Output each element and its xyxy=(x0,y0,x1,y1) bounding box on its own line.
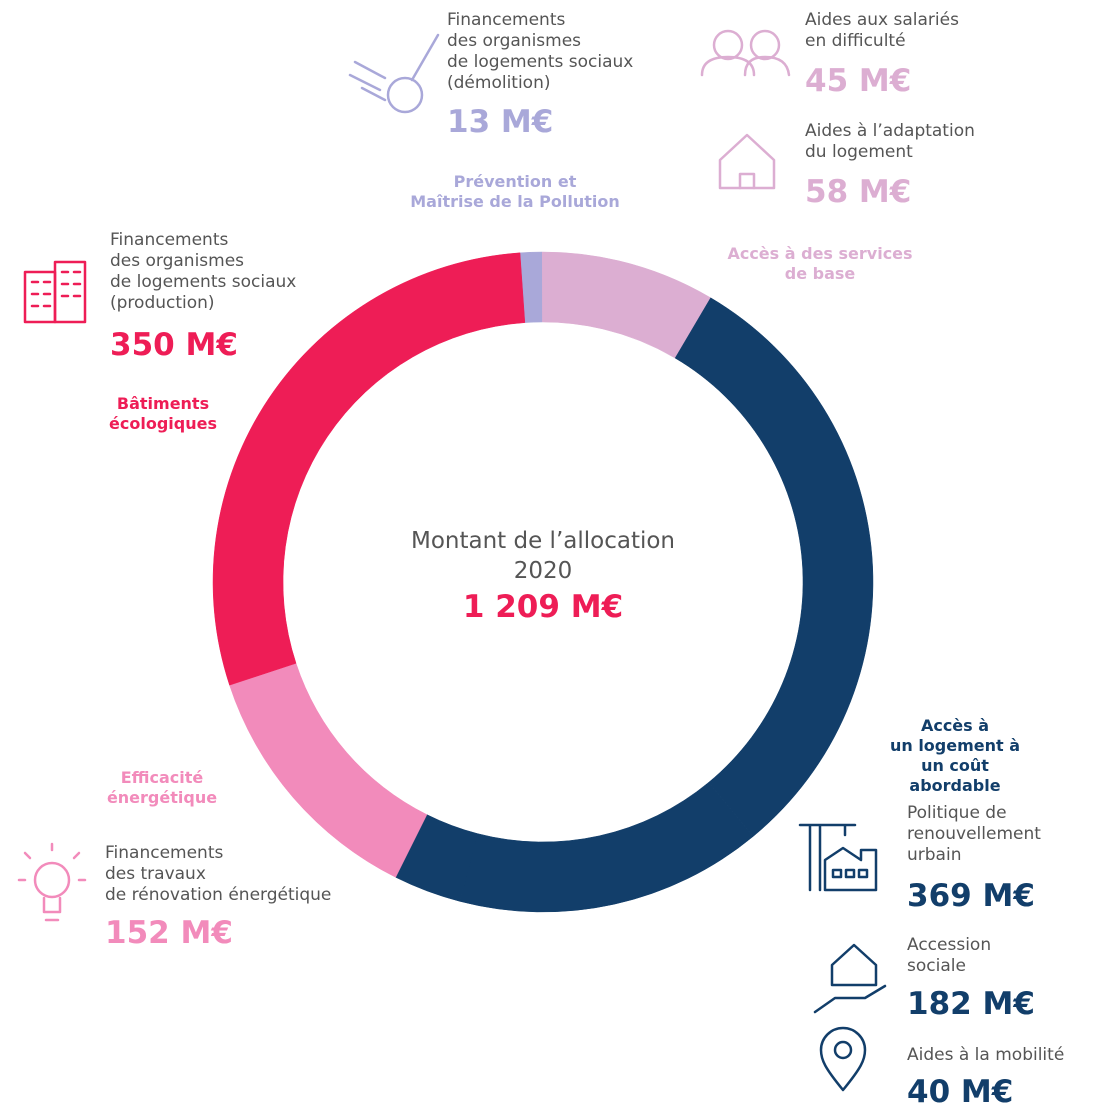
people-icon xyxy=(700,29,791,77)
urban-icon xyxy=(798,823,878,892)
donut-segment xyxy=(674,297,874,837)
item-label: Aides aux salariés en difficulté xyxy=(805,10,959,51)
donut-segment xyxy=(459,782,754,913)
group-name: Bâtiments écologiques xyxy=(109,394,217,433)
house-icon xyxy=(718,133,776,190)
item-label: Financements des travaux de rénovation é… xyxy=(105,843,332,905)
item-label: Aides à l’adaptation du logement xyxy=(805,121,975,162)
item-label: Financements des organismes de logements… xyxy=(110,230,297,313)
item-value: 350 M€ xyxy=(110,327,238,363)
item-value: 182 M€ xyxy=(907,986,1035,1022)
location-icon xyxy=(819,1026,867,1092)
item-value: 45 M€ xyxy=(805,63,912,99)
building-icon xyxy=(23,260,87,324)
item-value: 13 M€ xyxy=(447,104,554,140)
item-value: 369 M€ xyxy=(907,878,1035,914)
wrecking-ball-icon xyxy=(348,33,440,114)
item-value: 58 M€ xyxy=(805,174,912,210)
group-name: Accès à un logement à un coût abordable xyxy=(889,716,1021,795)
group-name: Prévention et Maîtrise de la Pollution xyxy=(410,172,620,211)
house-hand-icon xyxy=(813,943,887,1014)
group-name: Accès à des services de base xyxy=(727,244,913,283)
item-label: Politique de renouvellement urbain xyxy=(907,803,1041,865)
group-name: Efficacité énergétique xyxy=(106,768,218,807)
donut-segment xyxy=(212,252,526,686)
center-total: 1 209 M€ xyxy=(462,589,624,625)
center-title: Montant de l’allocation 2020 xyxy=(410,528,676,584)
item-value: 152 M€ xyxy=(105,915,233,951)
item-label: Accession sociale xyxy=(907,935,992,976)
lightbulb-icon xyxy=(17,842,87,922)
item-label: Aides à la mobilité xyxy=(907,1045,1065,1065)
item-label: Financements des organismes de logements… xyxy=(447,10,634,93)
item-value: 40 M€ xyxy=(907,1074,1014,1110)
